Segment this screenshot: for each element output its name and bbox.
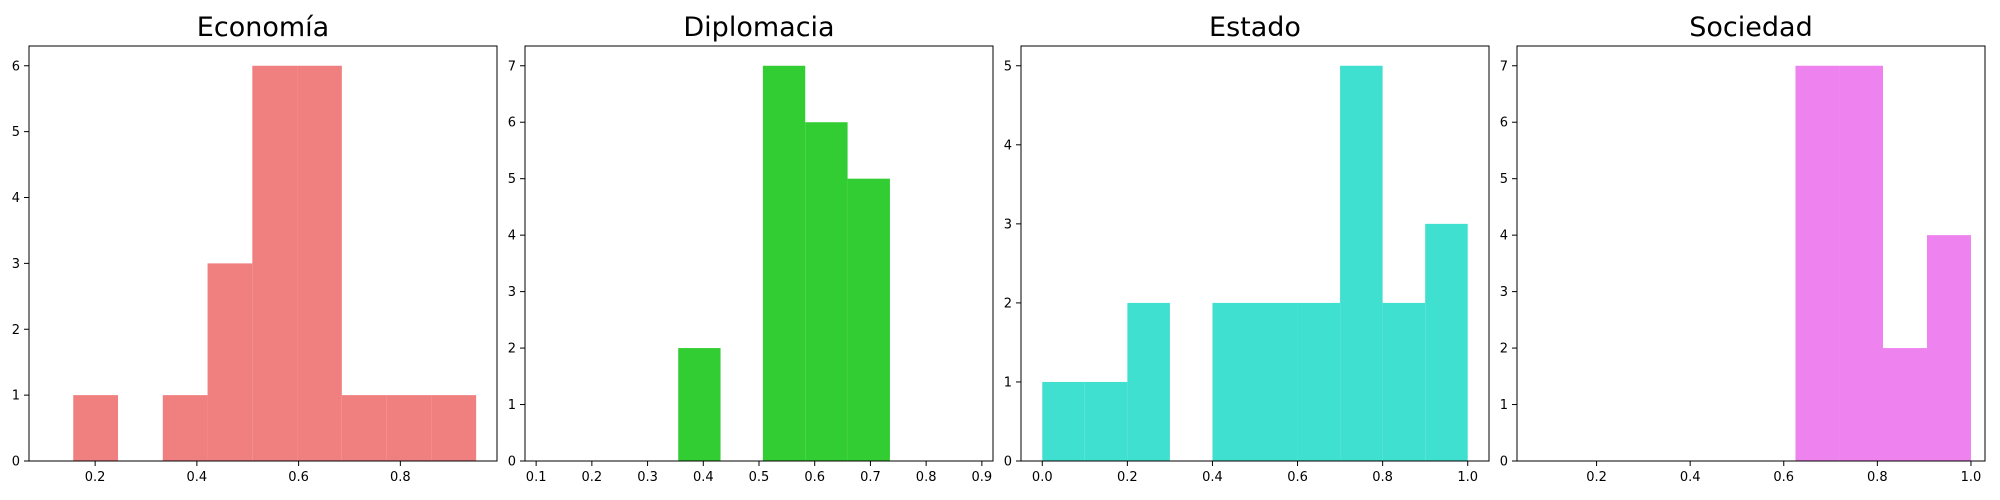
- diplomacia-y-tick-label: 4: [508, 229, 516, 244]
- estado-x-tick-label: 0.8: [1372, 470, 1393, 485]
- economia-y-tick-label: 4: [12, 191, 20, 206]
- estado-x-tick-label: 0.2: [1117, 470, 1138, 485]
- diplomacia-bar: [678, 348, 721, 461]
- panel-sociedad: 0.2 0.4 0.6 0.8 1.0 0 1 2 3 4 5 6 7 Sociedad: [1500, 12, 1986, 485]
- diplomacia-y-tick-label: 0: [508, 455, 516, 470]
- sociedad-y-tick-label: 2: [1500, 342, 1508, 357]
- diplomacia-x-tick-label: 0.2: [582, 470, 603, 485]
- diplomacia-title: Diplomacia: [683, 12, 834, 43]
- sociedad-y-tick-label: 7: [1500, 59, 1508, 74]
- economia-bar: [207, 263, 253, 461]
- diplomacia-x-tick-label: 0.9: [972, 470, 993, 485]
- sociedad-bar: [1926, 235, 1971, 461]
- diplomacia-bar: [805, 122, 848, 461]
- economia-x-tick-label: 0.2: [85, 470, 106, 485]
- estado-bar: [1297, 302, 1341, 461]
- diplomacia-y-tick-label: 3: [508, 285, 516, 300]
- estado-bar: [1127, 302, 1170, 461]
- diplomacia-y-tick-label: 1: [508, 398, 516, 413]
- economia-bar: [73, 395, 119, 461]
- diplomacia-x-tick-label: 0.5: [749, 470, 770, 485]
- diplomacia-bar: [847, 178, 890, 461]
- sociedad-x-tick-label: 0.4: [1680, 470, 1701, 485]
- economia-bar: [341, 395, 387, 461]
- estado-axes-frame: [1020, 45, 1490, 462]
- diplomacia-bar: [762, 65, 806, 461]
- estado-y-tick-label: 2: [1004, 296, 1012, 311]
- diplomacia-axes-frame: [524, 45, 994, 462]
- diplomacia-x-tick-label: 0.1: [526, 470, 547, 485]
- estado-bar: [1340, 65, 1383, 461]
- panel-economia: 0.2 0.4 0.6 0.8 0 1 2 3 4 5 6 Economía: [12, 12, 498, 485]
- estado-x-tick-label: 1.0: [1457, 470, 1478, 485]
- sociedad-y-tick-label: 5: [1500, 172, 1508, 187]
- panel-estado: 0.0 0.2 0.4 0.6 0.8 1.0 0 1 2 3 4 5 Estado: [1004, 12, 1490, 485]
- economia-y-tick-label: 3: [12, 257, 20, 272]
- estado-x-tick-label: 0.4: [1202, 470, 1223, 485]
- estado-y-tick-label: 1: [1004, 375, 1012, 390]
- economia-bar: [162, 395, 208, 461]
- estado-bar: [1042, 381, 1085, 461]
- estado-y-tick-label: 4: [1004, 138, 1012, 153]
- sociedad-y-tick-label: 4: [1500, 229, 1508, 244]
- sociedad-axes-frame: [1516, 45, 1986, 462]
- economia-bar: [431, 395, 477, 461]
- estado-bar: [1425, 223, 1468, 461]
- diplomacia-x-tick-label: 0.3: [637, 470, 658, 485]
- diplomacia-x-tick-label: 0.4: [693, 470, 714, 485]
- economia-x-tick-label: 0.4: [187, 470, 208, 485]
- diplomacia-y-tick-label: 5: [508, 172, 516, 187]
- estado-y-tick-label: 0: [1004, 455, 1012, 470]
- estado-bar: [1255, 302, 1298, 461]
- estado-bar: [1382, 302, 1426, 461]
- diplomacia-y-tick-label: 6: [508, 116, 516, 131]
- economia-bar: [252, 65, 298, 461]
- sociedad-y-tick-label: 6: [1500, 116, 1508, 131]
- sociedad-bar: [1795, 65, 1840, 461]
- sociedad-x-tick-label: 0.2: [1586, 470, 1607, 485]
- sociedad-title: Sociedad: [1689, 12, 1812, 43]
- sociedad-y-tick-label: 3: [1500, 285, 1508, 300]
- sociedad-y-tick-label: 0: [1500, 455, 1508, 470]
- diplomacia-x-tick-label: 0.7: [860, 470, 881, 485]
- economia-y-tick-label: 5: [12, 125, 20, 140]
- economia-y-tick-label: 0: [12, 455, 20, 470]
- estado-x-tick-label: 0.0: [1032, 470, 1053, 485]
- estado-x-tick-label: 0.6: [1287, 470, 1308, 485]
- diplomacia-x-tick-label: 0.8: [916, 470, 937, 485]
- economia-axes-frame: [28, 45, 498, 462]
- economia-x-tick-label: 0.6: [288, 470, 309, 485]
- diplomacia-y-tick-label: 2: [508, 342, 516, 357]
- economia-title: Economía: [197, 12, 329, 43]
- sociedad-bar: [1839, 65, 1883, 461]
- economia-x-tick-label: 0.8: [390, 470, 411, 485]
- sociedad-y-tick-label: 1: [1500, 398, 1508, 413]
- sociedad-x-tick-label: 1.0: [1961, 470, 1982, 485]
- sociedad-x-tick-label: 0.8: [1867, 470, 1888, 485]
- estado-bar: [1084, 381, 1128, 461]
- economia-y-tick-label: 1: [12, 389, 20, 404]
- estado-y-tick-label: 3: [1004, 217, 1012, 232]
- estado-title: Estado: [1209, 12, 1301, 43]
- diplomacia-x-tick-label: 0.6: [804, 470, 825, 485]
- sociedad-bar: [1882, 348, 1927, 461]
- sociedad-x-tick-label: 0.6: [1773, 470, 1794, 485]
- economia-bar: [386, 395, 432, 461]
- estado-bar: [1212, 302, 1255, 461]
- economia-y-tick-label: 2: [12, 323, 20, 338]
- estado-y-tick-label: 5: [1004, 59, 1012, 74]
- panel-diplomacia: 0.1 0.2 0.3 0.4 0.5 0.6 0.7 0.8 0.9 0 1 2 3 4 5 6 7 Diplo…: [508, 12, 994, 485]
- economia-bar: [297, 65, 342, 461]
- diplomacia-y-tick-label: 7: [508, 59, 516, 74]
- economia-y-tick-label: 6: [12, 59, 20, 74]
